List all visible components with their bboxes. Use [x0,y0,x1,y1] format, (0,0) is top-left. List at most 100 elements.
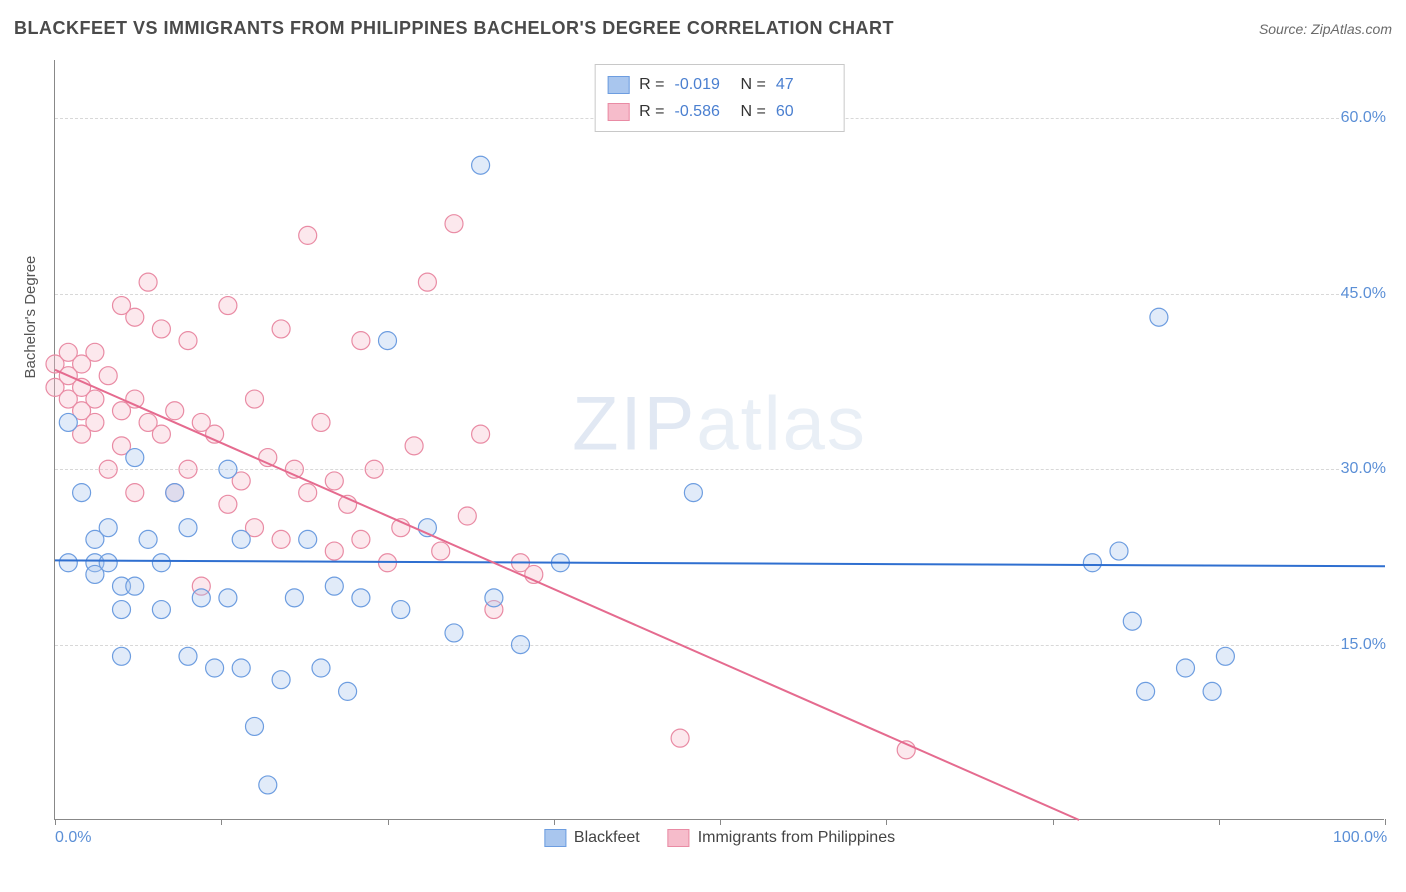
data-point [1216,647,1234,665]
stat-row-philippines: R = -0.586 N = 60 [607,98,832,125]
swatch-philippines [668,829,690,847]
legend-item-blackfeet: Blackfeet [544,829,640,847]
data-point [512,636,530,654]
r-value-blackfeet: -0.019 [675,71,731,98]
data-point [365,460,383,478]
y-tick-label: 30.0% [1339,460,1388,478]
data-point [139,530,157,548]
data-point [179,460,197,478]
data-point [671,729,689,747]
data-point [192,589,210,607]
data-point [219,495,237,513]
data-point [312,413,330,431]
data-point [166,402,184,420]
data-point [206,659,224,677]
data-point [1110,542,1128,560]
data-point [86,413,104,431]
x-tick [1385,819,1386,825]
data-point [232,659,250,677]
source-name: ZipAtlas.com [1311,21,1392,37]
data-point [325,542,343,560]
data-point [113,647,131,665]
y-tick-label: 45.0% [1339,285,1388,303]
data-point [352,530,370,548]
trend-line [55,560,1385,566]
data-point [1137,682,1155,700]
data-point [126,449,144,467]
data-point [126,484,144,502]
chart-svg [55,60,1384,819]
data-point [418,273,436,291]
data-point [325,577,343,595]
y-tick-label: 60.0% [1339,109,1388,127]
data-point [445,624,463,642]
x-tick [221,819,222,825]
data-point [472,425,490,443]
data-point [272,671,290,689]
data-point [285,589,303,607]
n-label: N = [741,98,766,125]
data-point [219,297,237,315]
data-point [1083,554,1101,572]
r-value-philippines: -0.586 [675,98,731,125]
data-point [73,484,91,502]
n-value-blackfeet: 47 [776,71,832,98]
source-prefix: Source: [1259,21,1311,37]
data-point [152,601,170,619]
x-tick-label: 100.0% [1333,829,1387,847]
data-point [684,484,702,502]
swatch-philippines [607,103,629,121]
stat-row-blackfeet: R = -0.019 N = 47 [607,71,832,98]
data-point [272,320,290,338]
data-point [139,273,157,291]
data-point [152,554,170,572]
n-label: N = [741,71,766,98]
x-tick-label: 0.0% [55,829,91,847]
data-point [86,390,104,408]
data-point [299,530,317,548]
data-point [99,460,117,478]
data-point [379,332,397,350]
chart-title: BLACKFEET VS IMMIGRANTS FROM PHILIPPINES… [14,18,894,39]
legend-label-philippines: Immigrants from Philippines [698,829,895,847]
data-point [59,554,77,572]
x-tick [1219,819,1220,825]
y-axis-label: Bachelor's Degree [22,256,39,379]
data-point [179,332,197,350]
data-point [1177,659,1195,677]
data-point [59,413,77,431]
x-tick [554,819,555,825]
x-tick [720,819,721,825]
data-point [86,343,104,361]
y-tick-label: 15.0% [1339,636,1388,654]
x-tick [1053,819,1054,825]
data-point [458,507,476,525]
data-point [152,425,170,443]
data-point [179,647,197,665]
correlation-legend: R = -0.019 N = 47 R = -0.586 N = 60 [594,64,845,132]
data-point [179,519,197,537]
data-point [472,156,490,174]
data-point [113,601,131,619]
legend-label-blackfeet: Blackfeet [574,829,640,847]
data-point [339,682,357,700]
data-point [259,776,277,794]
data-point [219,460,237,478]
data-point [99,367,117,385]
data-point [99,554,117,572]
data-point [325,472,343,490]
source-attribution: Source: ZipAtlas.com [1259,21,1392,37]
data-point [246,717,264,735]
legend-item-philippines: Immigrants from Philippines [668,829,895,847]
data-point [272,530,290,548]
data-point [432,542,450,560]
data-point [352,332,370,350]
swatch-blackfeet [544,829,566,847]
n-value-philippines: 60 [776,98,832,125]
data-point [392,601,410,619]
data-point [99,519,117,537]
data-point [232,530,250,548]
data-point [152,320,170,338]
data-point [312,659,330,677]
swatch-blackfeet [607,76,629,94]
